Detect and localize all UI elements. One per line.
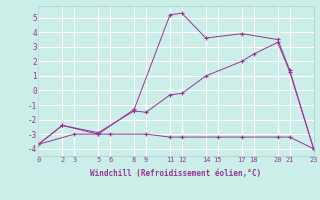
X-axis label: Windchill (Refroidissement éolien,°C): Windchill (Refroidissement éolien,°C) — [91, 169, 261, 178]
